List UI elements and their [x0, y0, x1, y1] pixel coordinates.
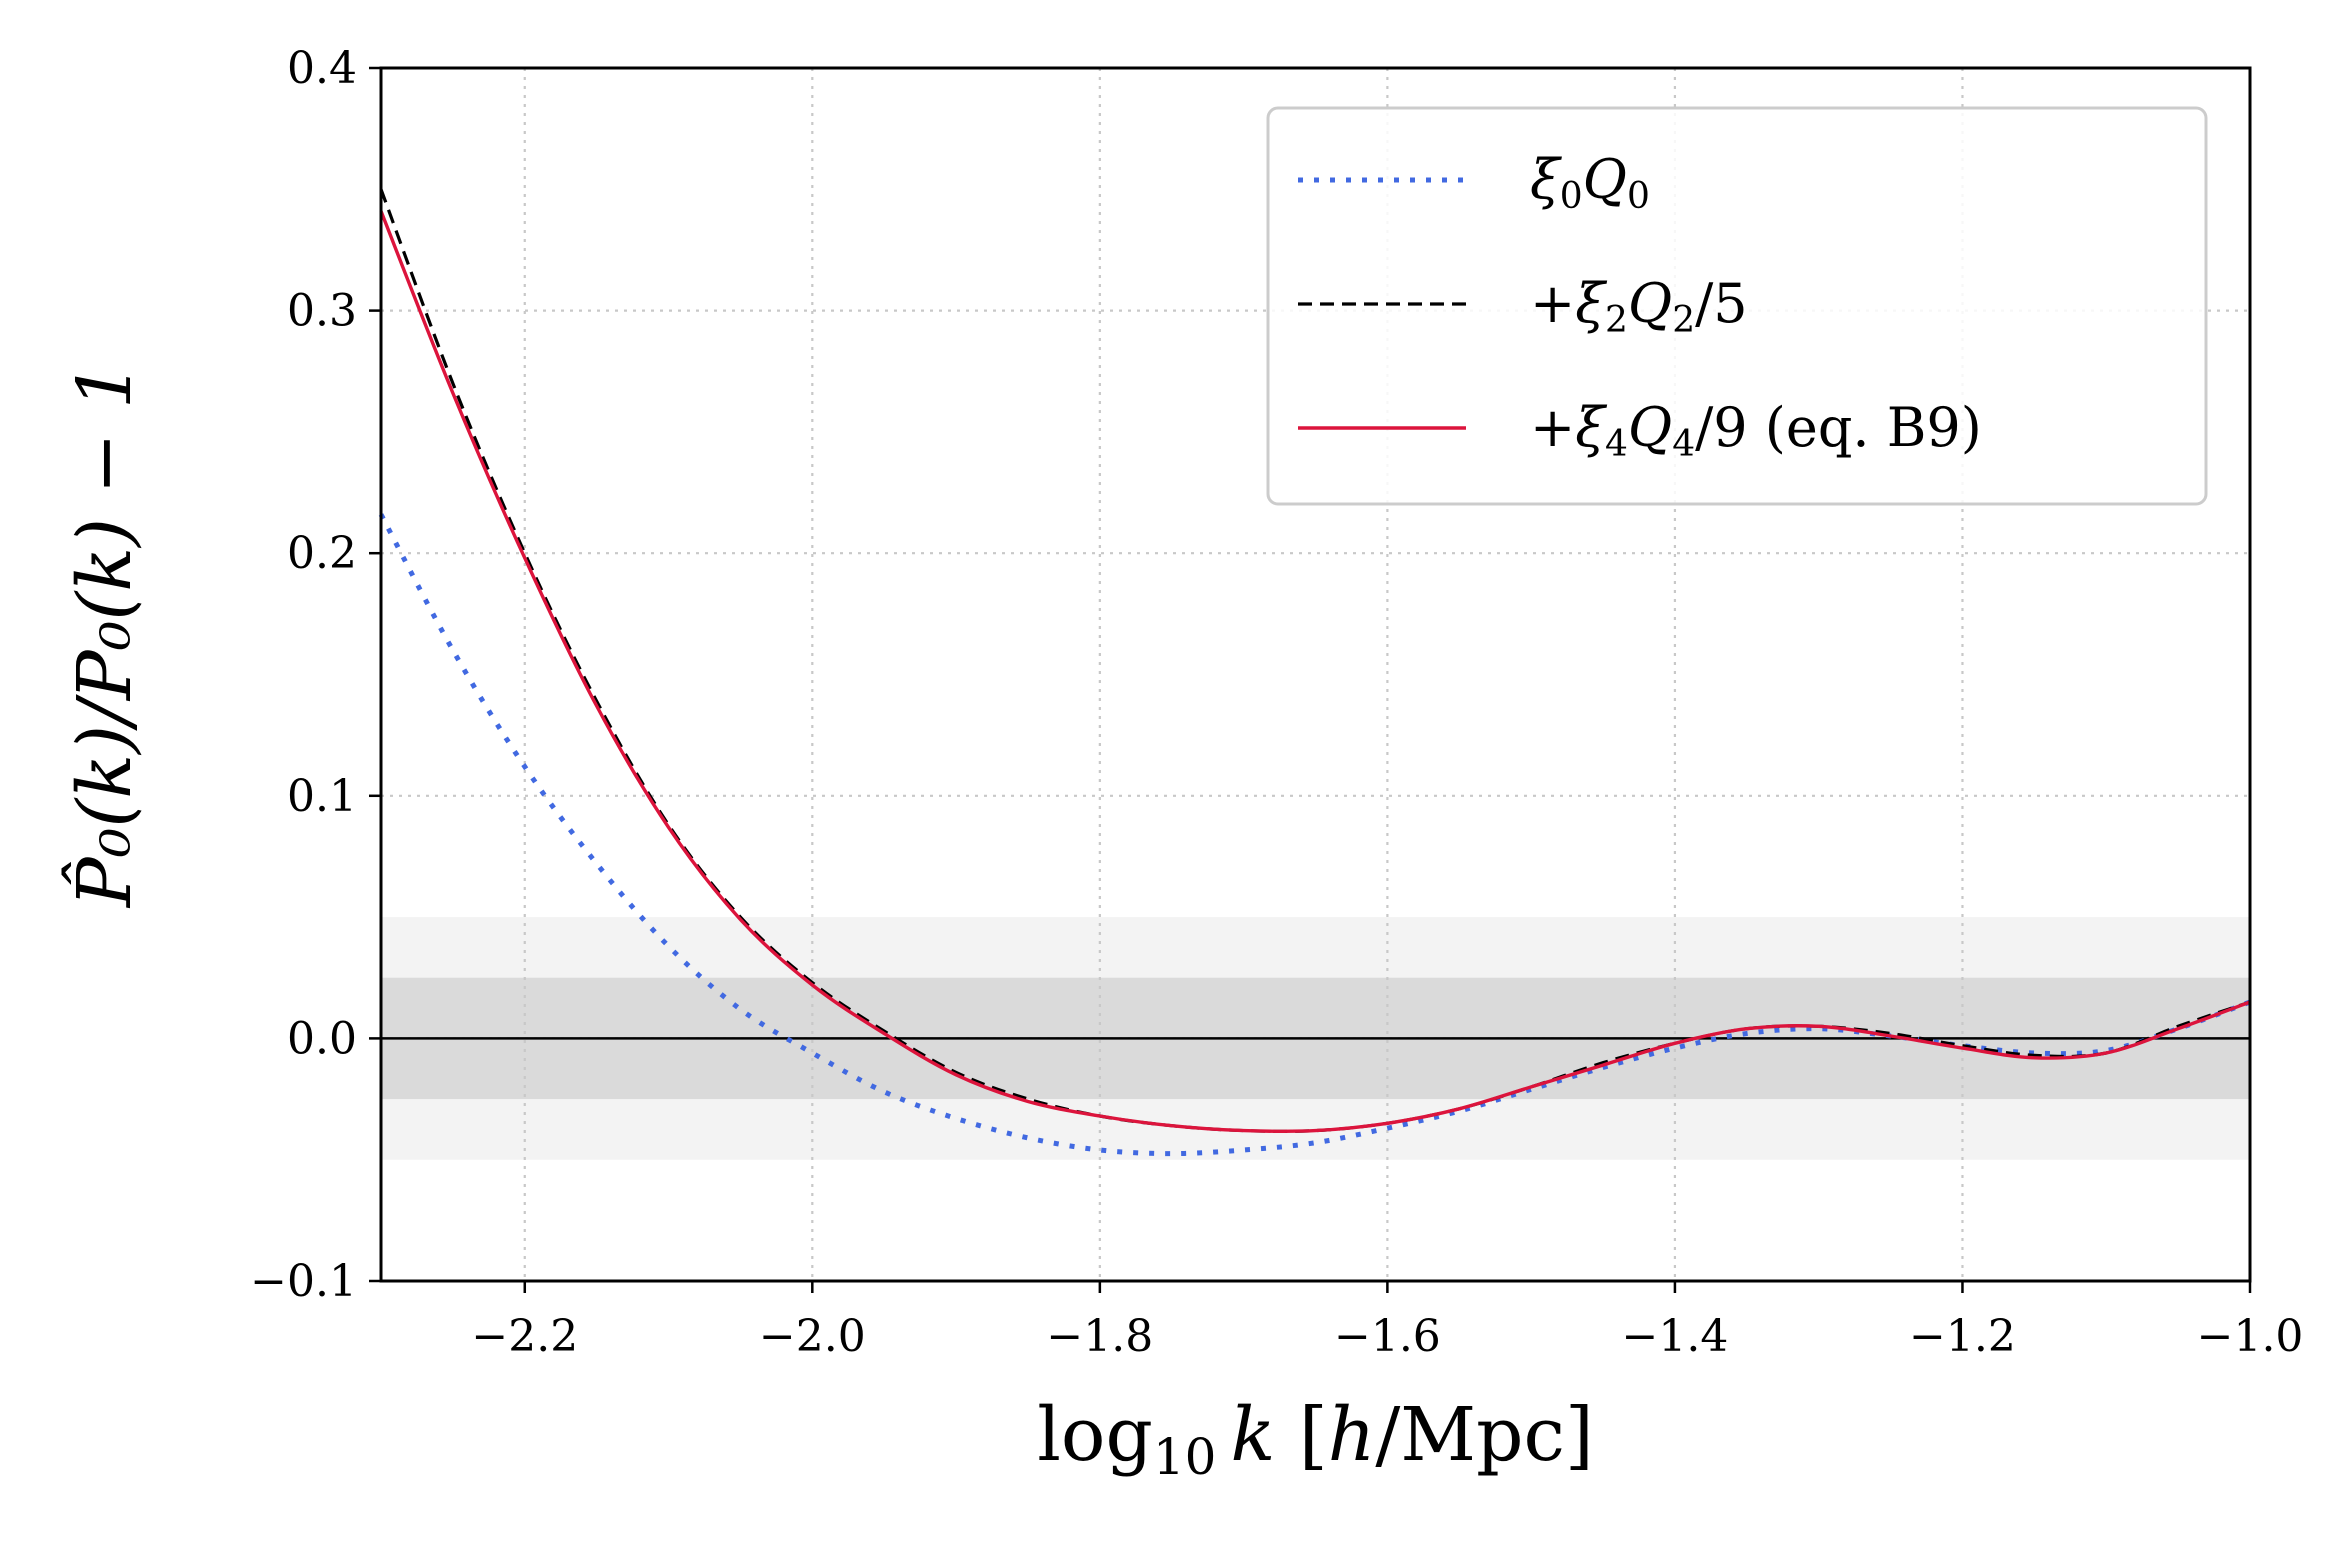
legend-label-xi0_Q0: ξ0Q0	[1530, 148, 1650, 217]
x-axis-label-unit: /Mpc]	[1375, 1392, 1593, 1478]
y-tick-label-0: −0.1	[250, 1256, 357, 1307]
legend-item-xi2_Q2_over_5: +ξ2Q2/5	[1298, 272, 1748, 341]
legend-label-part-0: +ξ	[1530, 272, 1607, 335]
y-tick-label-4: 0.3	[287, 286, 357, 337]
series-lines	[378, 188, 2251, 1157]
x-tick-label-0: −2.2	[471, 1311, 578, 1362]
legend-label-part-2: Q	[1628, 272, 1672, 335]
axis-ticks: −2.2 −2.0 −1.8 −1.6 −1.4 −1.2 −1.0 −0.1 0.0 0.1 0.…	[250, 43, 2303, 1362]
legend-label-part-2: Q	[1583, 148, 1627, 211]
x-axis-label-bracket: [	[1275, 1392, 1327, 1478]
legend-label-part-1: 2	[1605, 300, 1628, 341]
legend-label-part-4: /5	[1695, 272, 1748, 335]
series-line-xi2_Q2_over_5	[379, 188, 2251, 1133]
plot-area-frame	[379, 66, 2252, 1283]
x-tick-label-5: −1.2	[1909, 1311, 2016, 1362]
legend-label-part-3: 2	[1672, 300, 1695, 341]
y-tick-label-3: 0.2	[287, 528, 357, 579]
legend-label-part-3: 4	[1672, 424, 1695, 465]
x-tick-label-3: −1.6	[1334, 1311, 1441, 1362]
legend-label-part-0: +ξ	[1530, 396, 1607, 459]
legend-label-part-4: /9 (eq. B9)	[1695, 396, 1982, 459]
legend-item-xi0_Q0: ξ0Q0	[1298, 148, 1650, 217]
x-axis-label-log: log	[1037, 1392, 1153, 1478]
legend-label-part-1: 0	[1560, 176, 1583, 217]
x-tick-label-2: −1.8	[1046, 1311, 1153, 1362]
x-tick-label-4: −1.4	[1622, 1311, 1729, 1362]
x-tick-label-6: −1.0	[2197, 1311, 2304, 1362]
legend-label-xi2_Q2_over_5: +ξ2Q2/5	[1530, 272, 1748, 341]
legend-label-xi4_Q4_over_9: +ξ4Q4/9 (eq. B9)	[1530, 396, 1982, 465]
legend-box	[1266, 106, 2208, 506]
legend-label-part-2: Q	[1628, 396, 1672, 459]
legend-label-part-3: 0	[1627, 176, 1650, 217]
series-line-xi4_Q4_over_9	[379, 210, 2251, 1134]
y-tick-label-5: 0.4	[287, 43, 357, 94]
y-tick-label-2: 0.1	[287, 771, 357, 822]
y-tick-label-1: 0.0	[287, 1013, 357, 1064]
x-axis-label: log10 k [h/Mpc]	[1037, 1392, 1594, 1486]
legend-item-xi4_Q4_over_9: +ξ4Q4/9 (eq. B9)	[1298, 396, 1982, 465]
x-axis-label-sub: 10	[1153, 1428, 1217, 1486]
legend-label-part-0: ξ	[1530, 148, 1562, 211]
legend-label-part-1: 4	[1605, 424, 1628, 465]
x-axis-label-unit-var: h	[1328, 1392, 1376, 1478]
y-axis-label: P̂₀(k)/P₀(k) − 1	[61, 362, 148, 909]
x-tick-label-1: −2.0	[759, 1311, 866, 1362]
legend: ξ0Q0+ξ2Q2/5+ξ4Q4/9 (eq. B9)	[1266, 106, 2208, 506]
x-axis-label-var: k	[1230, 1392, 1275, 1478]
